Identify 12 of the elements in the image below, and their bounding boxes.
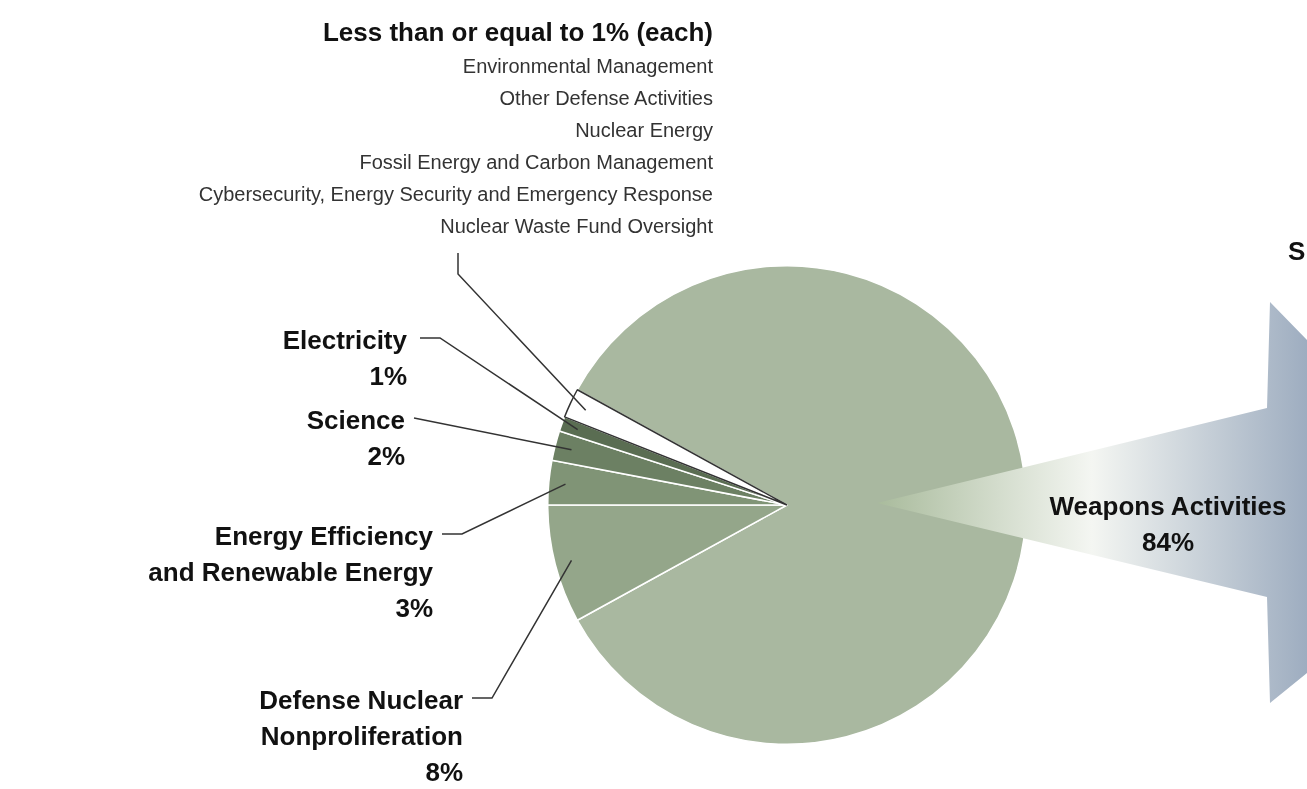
- text: S: [1288, 236, 1306, 267]
- data-label: 84%: [1140, 526, 1195, 559]
- slice-label: Energy Efficiency and Renewable Energy: [148, 520, 433, 589]
- slice-label: Less than or equal to 1% (each) Environmental Management Other Defense Activities Nuclear Energy Fossil Energy and Carbon Management Cybersecurity, Energy Security and Emergency Response Nuclear Waste Fund Oversight: [198, 16, 713, 239]
- slice-label: Defense Nuclear Nonproliferation: [259, 684, 463, 753]
- slice-label: Weapons Activities: [1049, 490, 1287, 523]
- slice-label: Electricity: [282, 324, 407, 357]
- data-label: 1%: [368, 360, 407, 393]
- data-label: 3%: [394, 592, 433, 625]
- slice-label: Science: [306, 404, 405, 437]
- data-label: 2%: [366, 440, 405, 473]
- data-label: 8%: [424, 756, 463, 789]
